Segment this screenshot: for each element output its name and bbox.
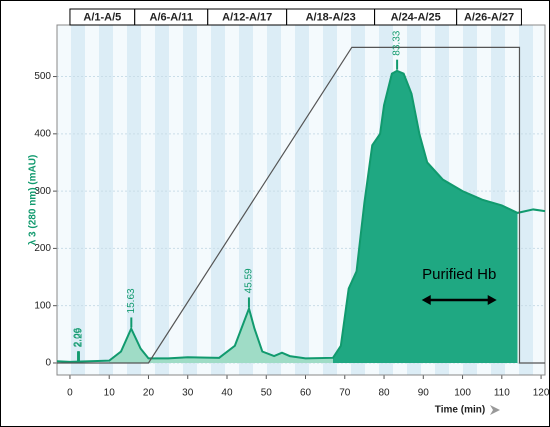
x-tick-label: 120 — [533, 388, 550, 399]
y-tick-label: 300 — [34, 186, 51, 197]
peak-label: 2.29 — [74, 327, 85, 347]
x-tick-label: 40 — [221, 388, 233, 399]
fraction-label: A/24-A/25 — [391, 11, 441, 23]
stripe — [239, 25, 253, 375]
arrow-head — [421, 294, 431, 305]
stripe — [323, 25, 337, 375]
x-tick-label: 100 — [454, 388, 471, 399]
area — [332, 70, 518, 363]
x-tick-label: 90 — [418, 388, 430, 399]
annotation-text: Purified Hb — [422, 266, 496, 283]
stripe — [99, 25, 113, 375]
x-tick-label: 50 — [261, 388, 273, 399]
x-tick-label: 80 — [378, 388, 390, 399]
axis-arrow — [490, 405, 500, 415]
stripe — [519, 25, 533, 375]
y-tick-label: 0 — [45, 358, 51, 369]
x-tick-label: 30 — [182, 388, 194, 399]
y-axis-label: λ 3 (280 nm) (mAU) — [28, 155, 39, 246]
y-tick-label: 200 — [34, 243, 51, 254]
fraction-label: A/1-A/5 — [83, 11, 121, 23]
x-tick-label: 10 — [104, 388, 116, 399]
peak-label: 45.59 — [244, 268, 255, 293]
stripe — [155, 25, 169, 375]
stripe — [295, 25, 309, 375]
fraction-label: A/6-A/11 — [150, 11, 193, 23]
fraction-label: A/18-A/23 — [306, 11, 356, 23]
fraction-label: A/12-A/17 — [222, 11, 272, 23]
gradient-line — [57, 46, 545, 364]
stripe — [71, 25, 85, 375]
y-tick-label: 400 — [34, 128, 51, 139]
peak-label: 83.33 — [392, 30, 403, 55]
y-tick-label: 100 — [34, 300, 51, 311]
x-axis-label: Time (min) — [435, 405, 485, 416]
x-tick-label: 60 — [300, 388, 312, 399]
line — [56, 69, 546, 363]
stripe — [183, 25, 197, 375]
peak-label: 2.06 — [73, 327, 84, 347]
x-tick-label: 20 — [143, 388, 155, 399]
stripe — [211, 25, 225, 375]
stripe — [127, 25, 141, 375]
x-tick-label: 110 — [494, 388, 510, 399]
stripe — [267, 25, 281, 375]
peak-label: 15.63 — [126, 288, 137, 313]
y-tick-label: 500 — [34, 71, 51, 82]
x-tick-label: 70 — [339, 388, 351, 399]
arrow-head — [487, 294, 497, 305]
fraction-label: A/26-A/27 — [464, 11, 514, 23]
x-tick-label: 0 — [67, 388, 73, 399]
fraction-box — [456, 8, 522, 26]
